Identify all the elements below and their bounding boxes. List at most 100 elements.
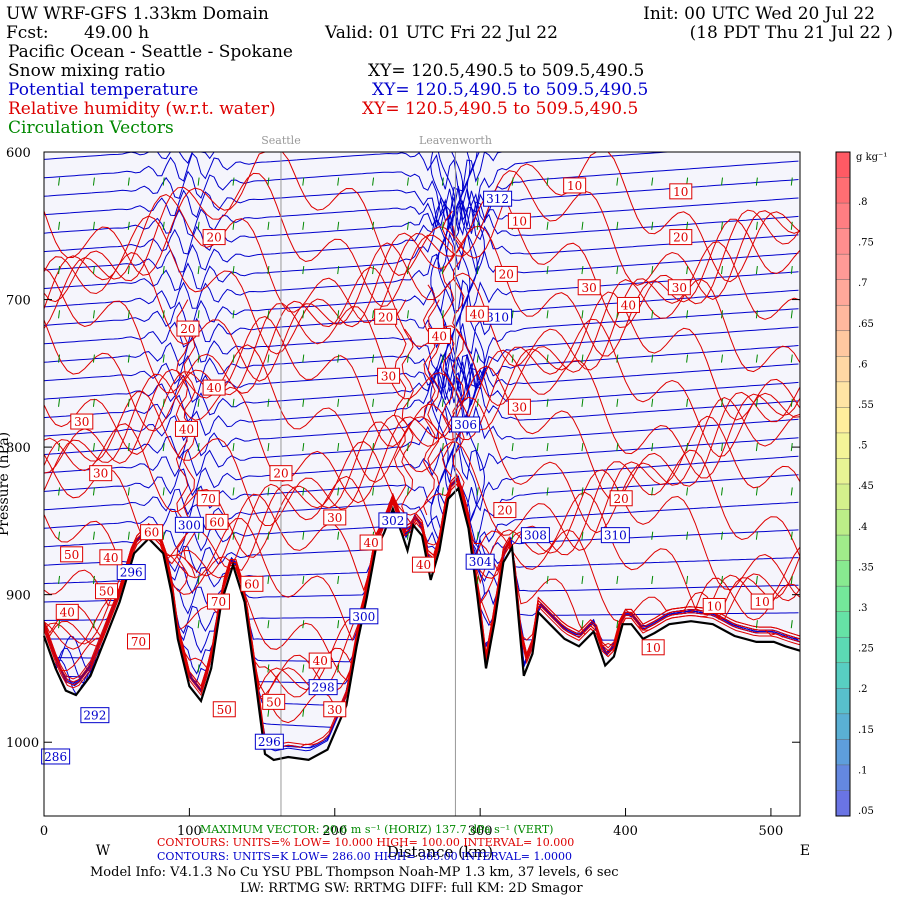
colorbar-tick-label: .7 xyxy=(858,278,868,289)
rh-label: 30 xyxy=(381,369,396,383)
vector-arrow xyxy=(337,487,340,496)
vector-arrow xyxy=(581,310,584,319)
colorbar-swatch xyxy=(836,688,850,715)
rh-label-box xyxy=(616,296,640,313)
vector-arrow xyxy=(686,487,689,496)
valid-local-time: (18 PDT Thu 21 Jul 22 ) xyxy=(690,23,893,43)
rh-contour-line xyxy=(393,299,407,548)
rh-label: 40 xyxy=(416,558,431,572)
theta-label-box xyxy=(174,516,204,533)
vector-arrow xyxy=(58,443,61,452)
colorbar-swatch xyxy=(836,560,850,587)
vector-arrow xyxy=(406,221,409,230)
theta-contour-line xyxy=(44,354,799,423)
vector-arrow xyxy=(546,354,549,363)
rh-label-box xyxy=(308,652,332,669)
vector-arrow xyxy=(581,221,584,230)
rh-contour-line xyxy=(44,152,800,283)
rh-label-box xyxy=(411,556,435,573)
vector-arrow xyxy=(790,398,793,407)
vector-arrow xyxy=(581,620,584,629)
colorbar-swatch xyxy=(836,586,850,613)
colorbar-swatch xyxy=(836,305,850,332)
field-name: Snow mixing ratio xyxy=(8,61,165,81)
theta-label-box xyxy=(308,679,338,696)
theta-label: 308 xyxy=(524,529,547,543)
region-label: Pacific Ocean - Seattle - Spokane xyxy=(8,42,293,62)
vector-arrow xyxy=(232,310,235,319)
vector-arrow xyxy=(337,531,340,540)
x-tick-label: 0 xyxy=(40,824,48,839)
colorbar-swatch xyxy=(836,790,850,817)
theta-label-box xyxy=(80,707,110,724)
terrain-line xyxy=(42,486,801,762)
vector-arrow xyxy=(162,487,165,496)
vector-arrow xyxy=(581,398,584,407)
rh-contour-line xyxy=(44,266,800,407)
vector-arrow xyxy=(546,398,549,407)
vector-arrow xyxy=(197,620,200,629)
vector-arrow xyxy=(127,310,130,319)
vector-arrow xyxy=(372,221,375,230)
rh-label: 30 xyxy=(74,415,89,429)
vector-arrow xyxy=(302,221,305,230)
rh-contour-line xyxy=(44,291,800,432)
rh-label: 40 xyxy=(206,381,221,395)
vector-arrow xyxy=(651,177,654,186)
rh-label-box xyxy=(465,305,489,322)
vector-arrow xyxy=(372,398,375,407)
rh-label: 70 xyxy=(131,635,146,649)
location-label: Seattle xyxy=(261,134,300,147)
vector-arrow xyxy=(755,487,758,496)
rh-label: 20 xyxy=(180,322,195,336)
theta-contour-line xyxy=(44,152,799,165)
vector-arrow xyxy=(720,177,723,186)
vector-arrow xyxy=(162,177,165,186)
vector-arrow xyxy=(406,531,409,540)
theta-contour-line xyxy=(44,353,799,442)
vector-arrow xyxy=(441,177,444,186)
vector-arrow xyxy=(581,531,584,540)
vector-arrow xyxy=(546,265,549,275)
rh-label-box xyxy=(507,212,531,229)
vector-arrow xyxy=(267,708,270,717)
vector-arrow xyxy=(755,531,758,540)
vector-arrow xyxy=(162,265,165,275)
rh-contour-line xyxy=(44,315,800,458)
vector-arrow xyxy=(337,354,340,363)
rh-label-box xyxy=(563,177,587,194)
colorbar-unit: g kg⁻¹ xyxy=(856,152,887,163)
rh-label-box xyxy=(669,229,693,246)
y-tick-label: 600 xyxy=(6,146,31,161)
rh-label-box xyxy=(750,593,774,610)
vector-arrow xyxy=(127,221,130,230)
vector-arrow xyxy=(197,664,200,673)
model-info-2: LW: RRTMG SW: RRTMG DIFF: full KM: 2D Sm… xyxy=(240,881,583,896)
vector-arrow xyxy=(720,265,723,275)
vector-arrow xyxy=(476,531,479,540)
vector-arrow xyxy=(302,354,305,363)
vector-arrow xyxy=(406,487,409,496)
vector-arrow xyxy=(616,620,619,629)
vector-arrow xyxy=(92,177,95,186)
chart-title: UW WRF-GFS 1.33km Domain xyxy=(6,4,269,24)
theta-label-box xyxy=(254,733,284,750)
vector-arrow xyxy=(197,354,200,363)
theta-contour-line xyxy=(44,345,799,404)
theta-label-box xyxy=(600,527,630,544)
theta-label-box xyxy=(41,748,71,765)
vector-arrow xyxy=(302,620,305,629)
colorbar-tick-label: .1 xyxy=(858,765,868,776)
vector-arrow xyxy=(267,531,270,540)
vector-arrow xyxy=(267,354,270,363)
vector-arrow xyxy=(441,310,444,319)
vector-arrow xyxy=(267,487,270,496)
colorbar-swatch xyxy=(836,356,850,383)
vector-arrow xyxy=(267,575,270,584)
vector-arrow xyxy=(790,354,793,363)
init-time: Init: 00 UTC Wed 20 Jul 22 xyxy=(643,4,875,24)
vector-arrow xyxy=(651,575,654,584)
vector-arrow xyxy=(476,221,479,230)
colorbar-swatch xyxy=(836,637,850,664)
fcst-label: Fcst: xyxy=(6,23,49,43)
